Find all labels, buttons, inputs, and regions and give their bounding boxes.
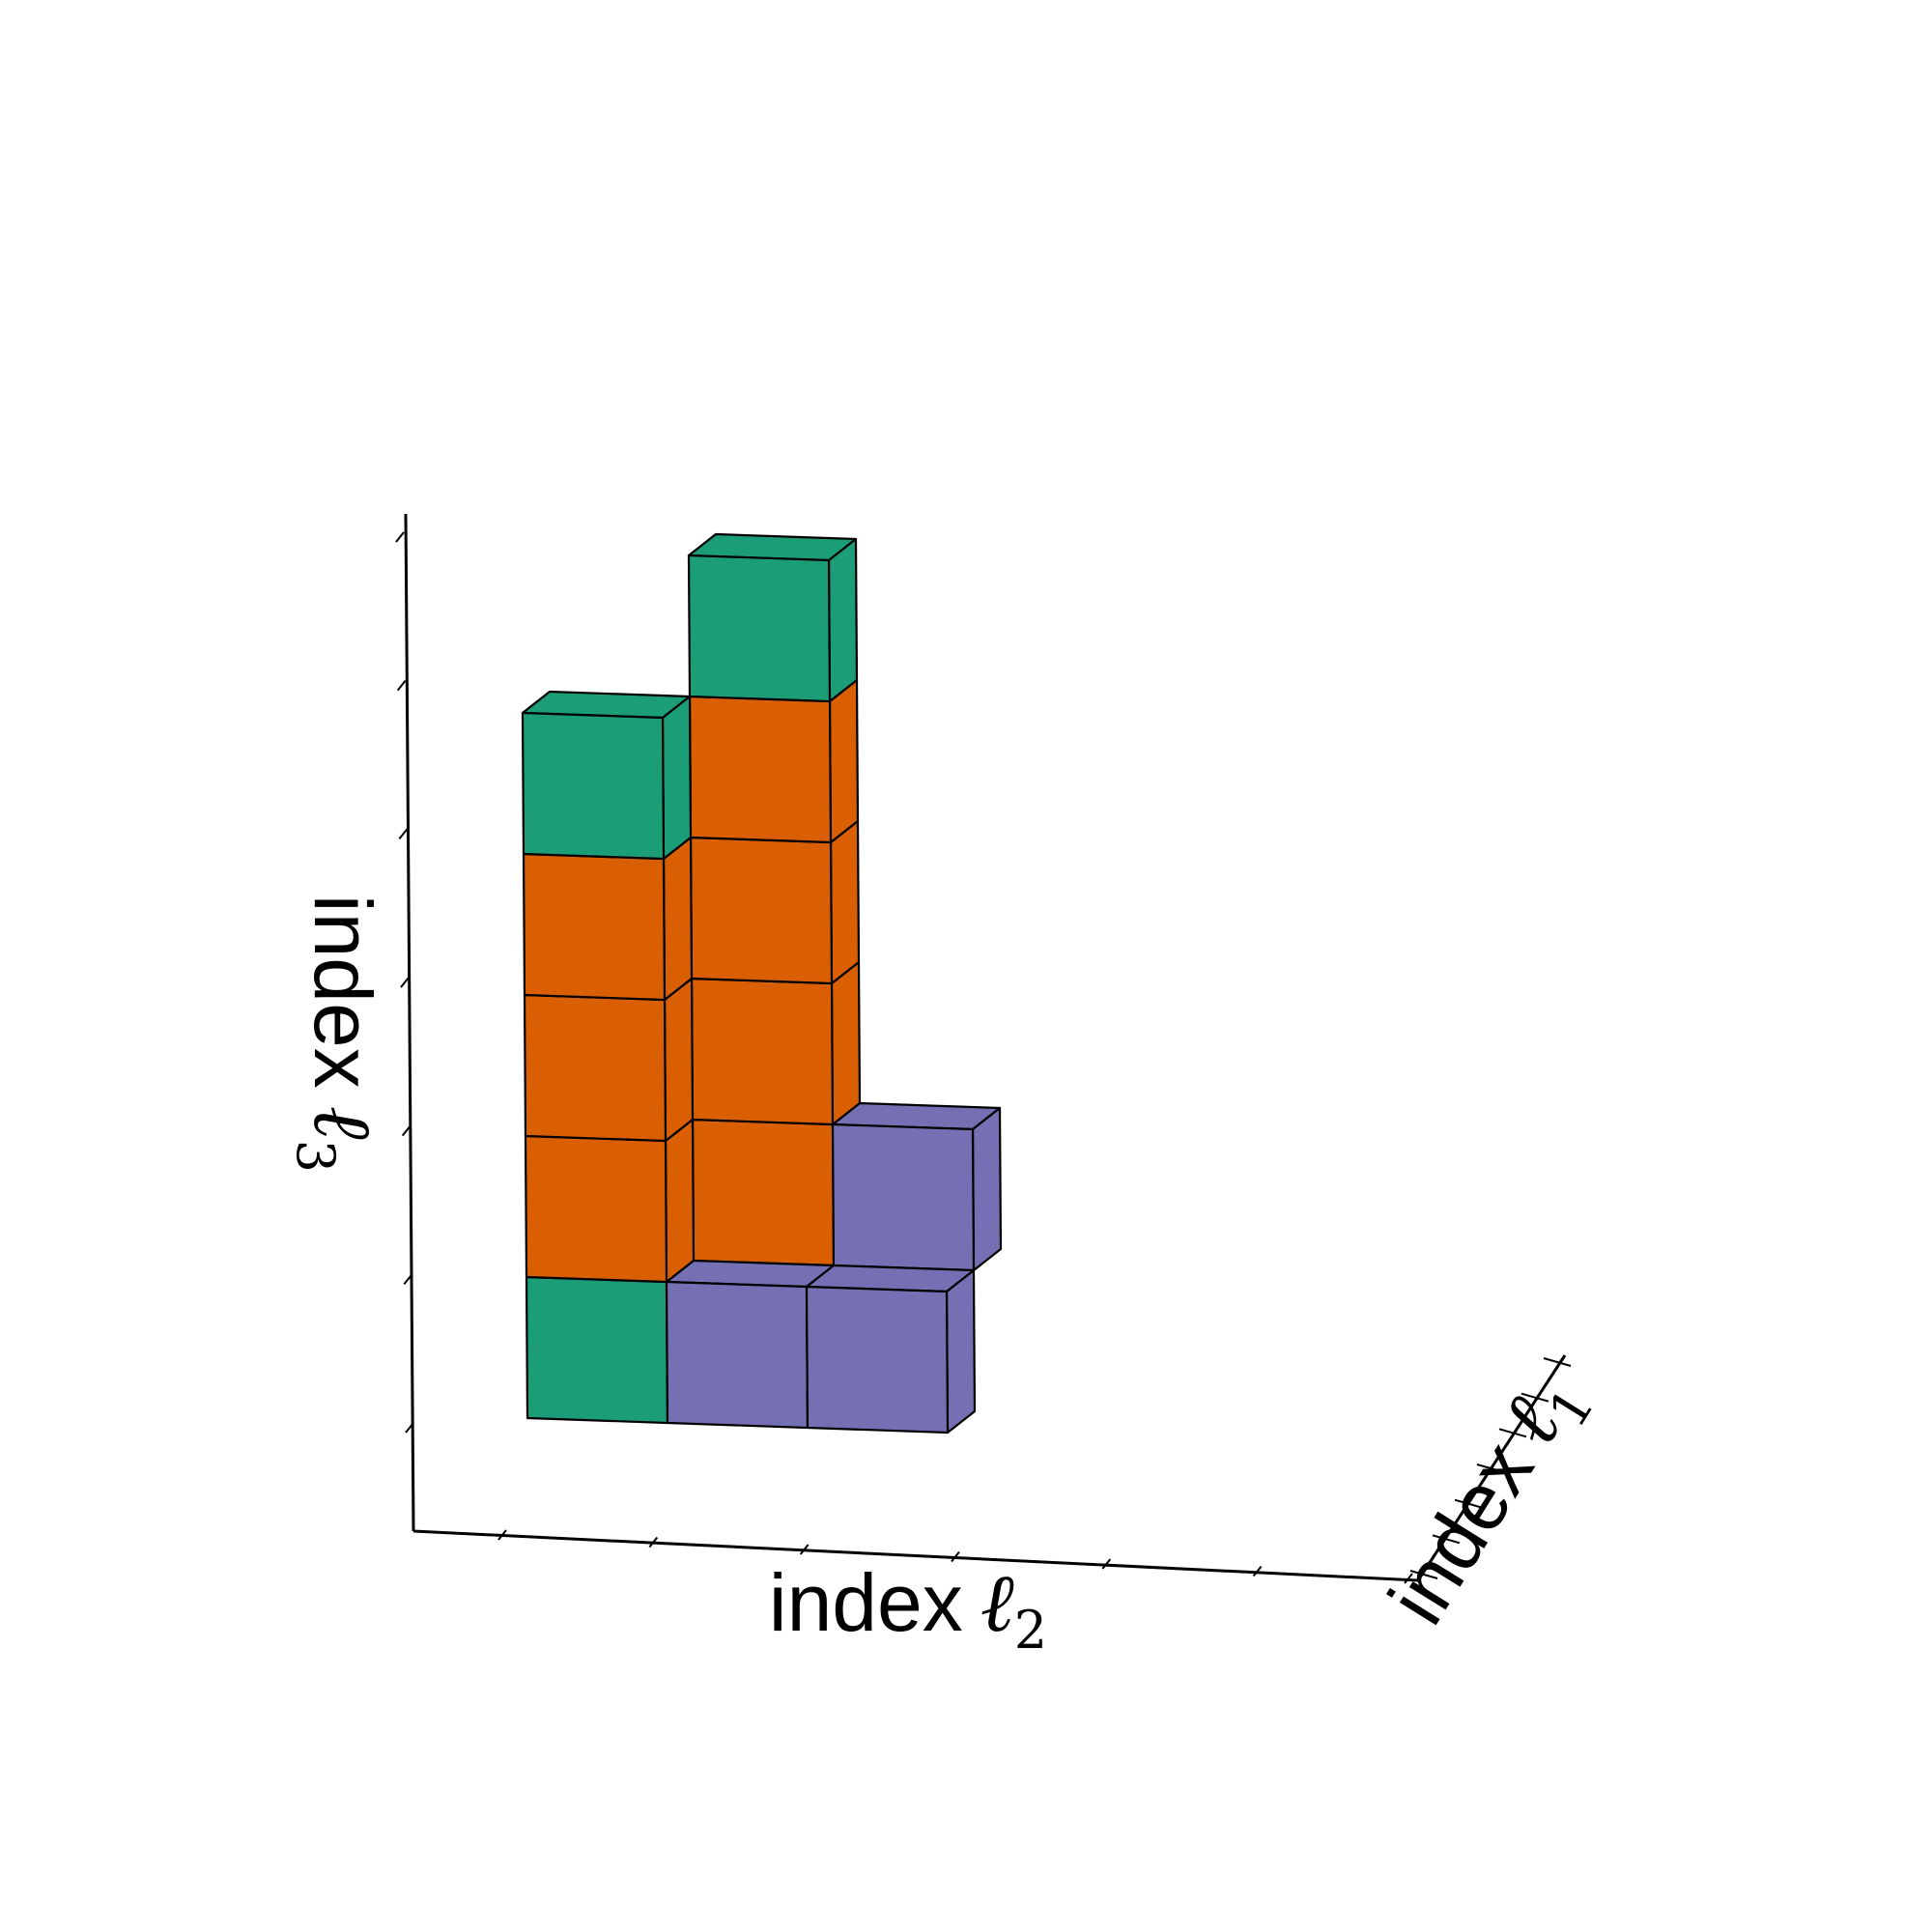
y-tick-6 bbox=[1543, 1357, 1572, 1367]
y-tick-3 bbox=[1476, 1463, 1505, 1473]
voxel-right-face bbox=[664, 1118, 696, 1284]
y-tick-4 bbox=[1498, 1428, 1527, 1438]
voxel-cube bbox=[805, 1264, 977, 1435]
voxel-cube bbox=[831, 1101, 1003, 1272]
voxel-right-face bbox=[830, 960, 862, 1126]
y-tick-0 bbox=[1409, 1570, 1438, 1579]
z-tick-3 bbox=[400, 977, 410, 988]
voxel-front-face bbox=[524, 1134, 668, 1284]
z-axis-label-subscript: 3 bbox=[285, 1140, 346, 1173]
z-axis-label: index ℓ3 bbox=[285, 895, 390, 1173]
voxel-right-face bbox=[829, 819, 861, 985]
voxel-front-face bbox=[665, 1280, 810, 1430]
x-axis-label-word: index bbox=[769, 1557, 963, 1648]
x-axis-label-subscript: 2 bbox=[1014, 1600, 1047, 1661]
voxel-cube bbox=[665, 1259, 836, 1430]
voxel-front-face bbox=[691, 1118, 836, 1267]
y-tick-2 bbox=[1454, 1498, 1483, 1509]
axis-ticks bbox=[395, 531, 1572, 1584]
x-tick-6 bbox=[1404, 1573, 1413, 1584]
voxel-front-face bbox=[521, 711, 666, 861]
voxel-front-face bbox=[689, 836, 834, 985]
voxel-right-face bbox=[827, 537, 859, 703]
voxel-front-face bbox=[522, 852, 667, 1002]
x-tick-1 bbox=[648, 1536, 659, 1548]
voxel-front-face bbox=[525, 1275, 669, 1425]
voxel-right-face bbox=[663, 977, 695, 1143]
voxel-cube bbox=[523, 977, 695, 1143]
z-tick-1 bbox=[403, 1273, 413, 1285]
voxel-right-face bbox=[945, 1268, 977, 1435]
voxel-cube bbox=[525, 1275, 669, 1425]
x-axis-label: index ℓ2 bbox=[769, 1555, 1047, 1661]
voxel-cube bbox=[521, 690, 693, 861]
z-tick-0 bbox=[405, 1422, 414, 1434]
z-axis-label-word: index bbox=[298, 895, 388, 1089]
x-tick-0 bbox=[497, 1529, 507, 1541]
y-axis-label-word: index bbox=[1371, 1427, 1550, 1639]
y-tick-5 bbox=[1520, 1392, 1549, 1403]
voxel-cube bbox=[691, 1118, 836, 1267]
x-tick-5 bbox=[1252, 1565, 1263, 1577]
voxel-front-face bbox=[690, 977, 835, 1126]
voxel-front-face bbox=[523, 993, 668, 1143]
z-axis-line bbox=[404, 513, 415, 1532]
voxel-right-face bbox=[661, 695, 693, 861]
voxel-cube bbox=[689, 819, 861, 985]
z-tick-4 bbox=[398, 828, 409, 839]
x-tick-4 bbox=[1101, 1558, 1112, 1570]
voxel-right-face bbox=[971, 1106, 1003, 1272]
voxel-right-face bbox=[828, 678, 860, 844]
x-tick-2 bbox=[799, 1544, 810, 1555]
voxel-cube bbox=[524, 1118, 696, 1284]
y-axis-label: indexℓ1 bbox=[1369, 1353, 1605, 1645]
voxel-front-face bbox=[805, 1285, 950, 1435]
axes bbox=[395, 513, 1572, 1584]
z-tick-6 bbox=[395, 531, 405, 543]
x-tick-3 bbox=[951, 1550, 960, 1563]
voxel-cube bbox=[690, 960, 862, 1126]
voxel-cube bbox=[688, 678, 860, 844]
voxel-front-face bbox=[831, 1122, 976, 1272]
z-tick-5 bbox=[396, 680, 407, 692]
x-axis-line bbox=[412, 1529, 1419, 1582]
voxel-right-face bbox=[662, 836, 694, 1002]
voxel-front-face bbox=[687, 554, 832, 703]
z-axis-label-symbol: ℓ bbox=[296, 1106, 390, 1140]
x-axis-label-symbol: ℓ bbox=[980, 1555, 1014, 1650]
voxel-cubes bbox=[521, 532, 1003, 1435]
voxel-front-face bbox=[688, 695, 833, 844]
z-tick-2 bbox=[401, 1125, 412, 1137]
voxel-cube bbox=[522, 836, 694, 1002]
y-tick-1 bbox=[1432, 1534, 1461, 1545]
voxel-cube bbox=[687, 532, 859, 703]
